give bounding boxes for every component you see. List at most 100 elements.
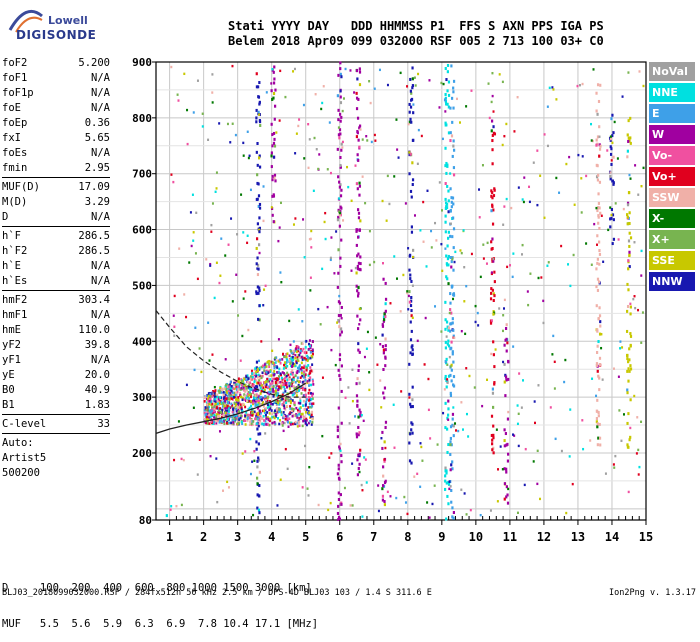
echo-dot	[450, 260, 453, 264]
echo-dot	[444, 374, 447, 378]
echo-dot	[406, 85, 409, 88]
echo-dot	[629, 367, 633, 371]
f-layer-echo	[309, 396, 312, 400]
echo-dot	[328, 456, 331, 459]
f-layer-echo	[311, 349, 314, 353]
f-layer-echo	[262, 364, 265, 368]
echo-dot	[445, 161, 448, 165]
echo-dot	[460, 401, 463, 404]
echo-dot	[213, 385, 216, 389]
echo-dot	[258, 228, 261, 232]
echo-dot	[637, 473, 640, 476]
echo-dot	[434, 221, 437, 225]
echo-dot	[490, 291, 493, 295]
f-layer-echo	[291, 351, 294, 355]
f-layer-echo	[257, 411, 260, 415]
echo-dot	[628, 231, 631, 235]
echo-dot	[599, 211, 602, 215]
echo-dot	[591, 377, 594, 380]
echo-dot	[409, 432, 412, 436]
f-layer-echo	[283, 380, 286, 383]
echo-dot	[410, 461, 413, 465]
f-layer-echo	[238, 410, 241, 413]
f-layer-echo	[222, 418, 225, 421]
param-label: foF1	[2, 72, 28, 84]
echo-dot	[507, 359, 510, 363]
echo-dot	[598, 226, 601, 230]
echo-dot	[312, 189, 315, 193]
echo-dot	[444, 474, 447, 478]
echo-dot	[447, 199, 450, 203]
f-layer-echo	[301, 358, 304, 361]
echo-dot	[382, 351, 385, 355]
echo-dot	[446, 342, 449, 346]
param-label: foF2	[2, 57, 28, 69]
echo-dot	[247, 328, 250, 332]
echo-dot	[173, 294, 176, 298]
f-layer-echo	[224, 403, 227, 407]
echo-dot	[467, 435, 470, 438]
f-layer-echo	[305, 366, 308, 370]
echo-dot	[393, 446, 396, 449]
echo-dot	[503, 497, 506, 501]
echo-dot	[449, 485, 452, 488]
echo-dot	[183, 72, 186, 76]
param-row-fmin: fmin 2.95	[2, 161, 110, 176]
echo-dot	[357, 368, 360, 372]
echo-dot	[446, 450, 449, 454]
f-layer-echo	[274, 381, 277, 385]
f-layer-echo	[294, 387, 297, 390]
echo-dot	[381, 262, 384, 265]
f-layer-echo	[224, 391, 227, 395]
echo-dot	[411, 352, 414, 356]
f-layer-echo	[235, 402, 238, 406]
f-layer-echo	[214, 397, 217, 401]
echo-dot	[381, 494, 385, 498]
f-layer-echo	[249, 377, 252, 381]
echo-dot	[358, 454, 361, 458]
f-layer-echo	[283, 377, 286, 380]
param-label: M(D)	[2, 196, 28, 208]
echo-dot	[306, 354, 309, 358]
echo-dot	[627, 445, 630, 449]
echo-dot	[441, 137, 444, 141]
f-layer-echo	[277, 360, 280, 363]
echo-dot	[368, 80, 371, 83]
echo-dot	[338, 294, 341, 298]
echo-dot	[381, 487, 384, 491]
echo-dot	[219, 274, 222, 277]
echo-dot	[641, 311, 644, 314]
f-layer-echo	[237, 385, 240, 388]
echo-dot	[564, 358, 567, 362]
echo-dot	[256, 459, 259, 463]
echo-dot	[336, 321, 339, 324]
echo-dot	[339, 72, 342, 76]
f-layer-echo	[257, 369, 260, 373]
echo-dot	[256, 493, 259, 497]
f-layer-echo	[312, 402, 315, 405]
echo-dot	[257, 243, 261, 247]
echo-dot	[446, 244, 449, 248]
f-layer-echo	[234, 397, 237, 401]
f-layer-echo	[298, 353, 301, 357]
echo-dot	[368, 263, 371, 267]
echo-dot	[411, 284, 414, 287]
f-layer-echo	[310, 402, 313, 406]
echo-dot	[211, 101, 214, 104]
f-layer-echo	[234, 383, 237, 387]
echo-dot	[451, 467, 454, 471]
echo-dot	[355, 91, 358, 95]
echo-dot	[626, 155, 629, 159]
echo-dot	[356, 458, 359, 462]
f-layer-echo	[304, 393, 307, 397]
echo-dot	[598, 180, 602, 184]
echo-dot	[257, 317, 260, 321]
echo-dot	[294, 152, 297, 155]
echo-dot	[642, 166, 645, 170]
echo-dot	[337, 467, 340, 471]
f-layer-echo	[299, 417, 302, 420]
echo-dot	[529, 272, 532, 275]
f-layer-echo	[311, 392, 314, 396]
f-layer-echo	[240, 386, 243, 390]
f-layer-echo	[204, 395, 207, 398]
